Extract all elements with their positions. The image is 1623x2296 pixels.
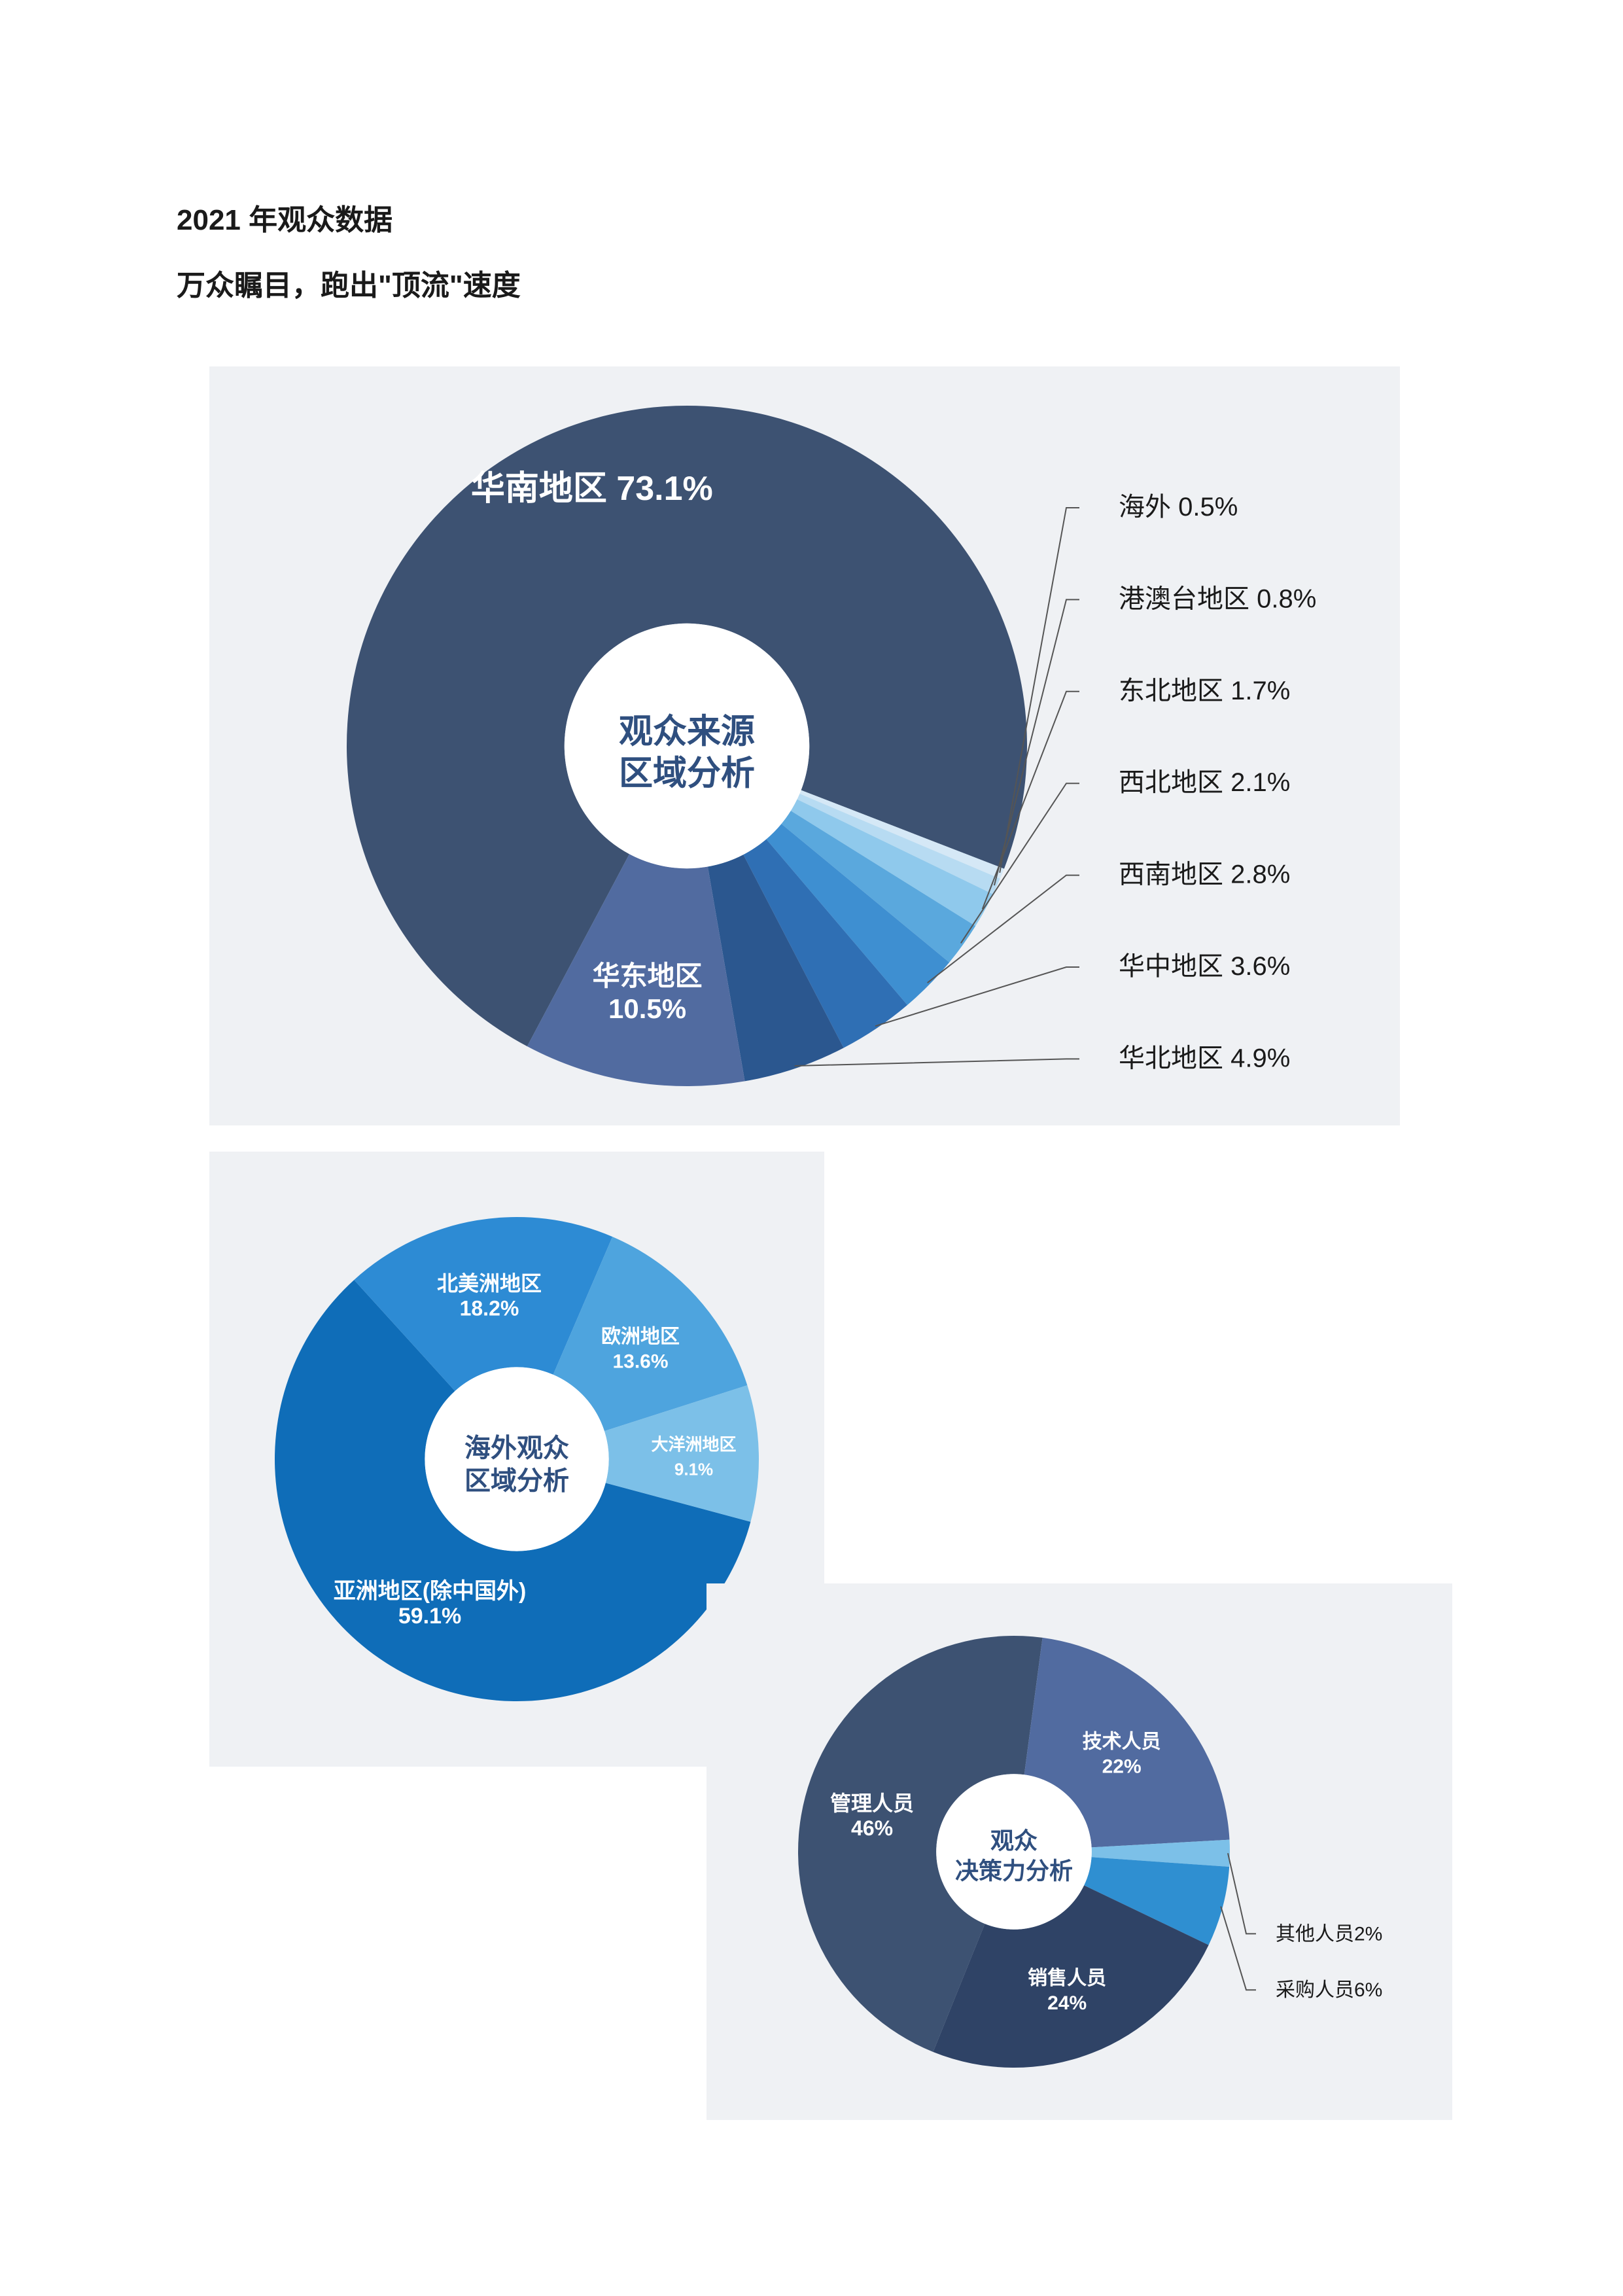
- slice-label: 管理人员: [830, 1792, 914, 1815]
- chart-panel-decision: 管理人员46% 技术人员 22% 销售人员 24% 其他人员2% 采购人员6% 观众决策力分析: [707, 1583, 1452, 2120]
- center-title: 区域分析: [619, 755, 755, 793]
- leader-label: 华中地区 3.6%: [1119, 952, 1290, 981]
- slice-label: 亚洲地区(除中国外): [334, 1578, 527, 1604]
- slice-label: 18.2%: [460, 1297, 519, 1320]
- slice-label: 24%: [1047, 1992, 1087, 2014]
- center-title: 海外观众: [464, 1434, 569, 1463]
- center-title: 观众来源: [619, 713, 755, 751]
- center-title: 区域分析: [464, 1467, 569, 1496]
- slice-label: 欧洲地区: [601, 1326, 680, 1347]
- slice-label: 10.5%: [608, 993, 686, 1024]
- slice-label: 技术人员: [1083, 1731, 1161, 1752]
- slice-label: 销售人员: [1028, 1968, 1106, 1989]
- slice-label: 大洋洲地区: [652, 1434, 737, 1454]
- center-title: 观众: [990, 1828, 1038, 1854]
- slice-label: 北美洲地区: [437, 1272, 542, 1296]
- slice-label: 46%: [851, 1816, 893, 1840]
- center-title: 决策力分析: [955, 1858, 1073, 1884]
- page-title-2: 万众瞩目，跑出"顶流"速度: [177, 262, 521, 304]
- leader-line: [1228, 1853, 1256, 1934]
- leader-line: [1221, 1907, 1256, 1990]
- slice-label: 59.1%: [398, 1604, 461, 1629]
- leader-label: 华北地区 4.9%: [1119, 1044, 1290, 1072]
- slice-label: 华东地区: [593, 961, 703, 991]
- leader-label: 西南地区 2.8%: [1119, 860, 1290, 889]
- slice-label: 13.6%: [612, 1351, 668, 1372]
- leader-label: 东北地区 1.7%: [1119, 677, 1290, 705]
- chart-panel-region: 华南地区 73.1% 华东地区10.5% 海外 0.5% 港澳台地区 0.8% 东北地区…: [209, 366, 1400, 1125]
- slice-label: 9.1%: [674, 1459, 713, 1479]
- leader-label: 其他人员2%: [1276, 1923, 1382, 1945]
- page-title-1: 2021 年观众数据: [177, 196, 393, 238]
- leader-label: 西北地区 2.1%: [1119, 768, 1290, 797]
- leader-label: 采购人员6%: [1276, 1979, 1382, 2001]
- leader-label: 海外 0.5%: [1119, 493, 1238, 521]
- leader-line: [795, 1059, 1079, 1066]
- slice-label: 22%: [1102, 1756, 1142, 1777]
- leader-label: 港澳台地区 0.8%: [1119, 584, 1316, 613]
- slice-label: 华南地区 73.1%: [471, 470, 713, 508]
